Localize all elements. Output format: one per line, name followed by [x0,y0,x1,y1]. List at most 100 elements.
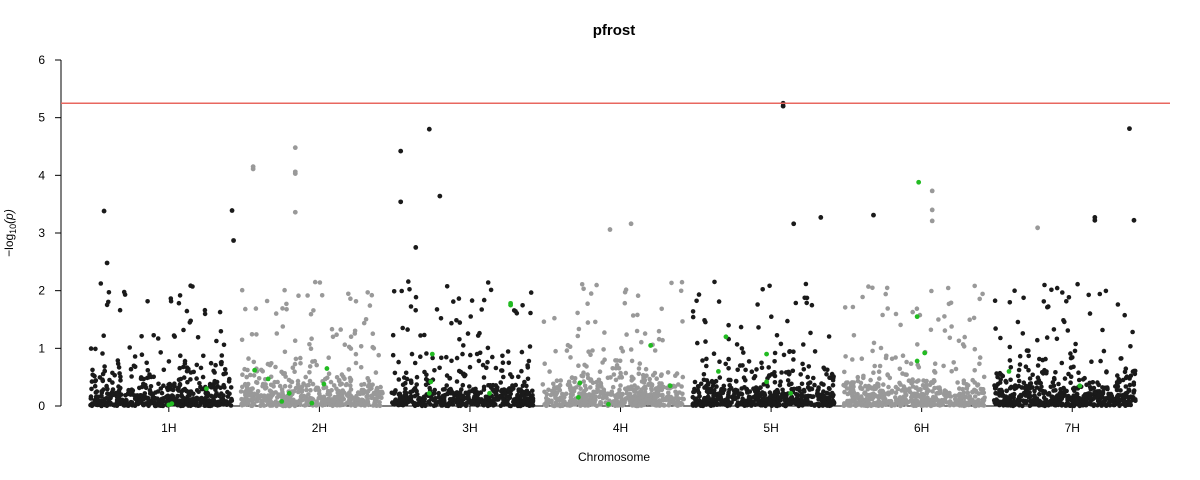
data-point [178,353,183,359]
data-point [568,395,574,400]
data-point [945,285,951,291]
data-point [244,374,249,380]
data-point [738,324,744,330]
data-point [776,394,781,400]
data-point [579,282,585,287]
data-point [765,383,770,389]
data-point [1038,380,1043,386]
data-point [1091,385,1097,391]
highlighted-point [426,390,432,396]
data-point [287,384,293,389]
data-point [585,320,591,325]
data-point [756,325,761,330]
data-point [1057,400,1062,406]
data-point [694,298,699,304]
data-point [525,365,531,370]
data-point [780,390,786,396]
data-point [998,335,1003,341]
data-point [216,399,221,405]
highlighted-point [321,381,327,387]
data-point [245,367,250,373]
data-point [755,396,761,402]
data-point [949,324,954,329]
data-point [777,383,783,388]
data-point [188,370,194,375]
data-point [704,363,709,369]
data-point [309,336,314,342]
data-point [1021,295,1026,301]
notable-point [791,221,797,227]
data-point [262,393,267,399]
data-point [249,403,254,409]
data-point [273,311,279,316]
x-axis-label: Chromosome [578,450,650,464]
data-point [307,378,313,384]
data-point [759,360,764,366]
data-point [299,389,305,395]
data-point [297,385,302,391]
x-tick-label: 5H [763,421,778,435]
data-point [889,356,895,362]
data-point [456,368,462,374]
data-point [781,352,787,358]
data-point [1034,399,1040,405]
data-point [522,379,527,385]
data-point [275,379,280,385]
data-point [219,361,224,367]
data-point [137,398,143,404]
data-point [821,365,826,371]
data-point [330,334,336,340]
data-point [292,369,297,375]
data-point [282,287,287,293]
data-point [542,361,547,367]
data-point [970,389,975,395]
data-point [94,396,99,402]
data-point [527,344,533,349]
data-point [308,346,314,352]
notable-point [628,221,634,227]
data-point [629,358,635,364]
data-point [948,399,953,405]
data-point [1128,399,1133,405]
data-point [440,387,446,392]
data-point [339,381,345,387]
data-point [886,392,891,397]
data-point [808,386,813,391]
data-point [246,387,251,392]
data-point [994,371,999,376]
data-point [652,348,658,353]
data-point [310,397,316,402]
data-point [93,346,98,352]
data-point [153,390,158,395]
data-point [142,391,148,396]
highlighted-point [764,379,769,385]
data-point [1023,400,1029,406]
data-point [1115,302,1121,307]
data-point [978,386,984,392]
data-point [665,370,671,375]
data-point [400,402,406,408]
data-point [344,381,350,387]
data-point [188,377,193,382]
highlighted-point [265,376,271,382]
data-point [370,382,375,388]
data-point [88,346,94,351]
data-point [629,374,635,380]
data-point [457,320,463,325]
data-point [469,401,474,407]
data-point [151,374,156,380]
data-point [870,285,875,291]
data-point [178,403,184,409]
data-point [680,319,685,324]
data-point [502,391,508,396]
data-point [642,389,648,395]
data-point [1120,394,1126,400]
data-point [179,389,184,395]
data-point [593,319,598,325]
highlighted-point [279,398,285,404]
data-point [1038,402,1044,408]
data-point [192,398,197,404]
data-point [416,396,422,401]
data-point [544,391,550,397]
data-point [842,369,847,375]
